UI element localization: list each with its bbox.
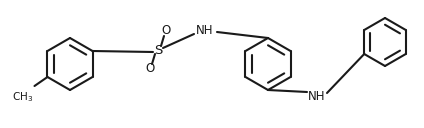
Text: O: O — [162, 24, 170, 38]
Text: NH: NH — [308, 89, 326, 103]
Text: CH$_3$: CH$_3$ — [12, 90, 33, 104]
Text: S: S — [154, 44, 162, 56]
Text: NH: NH — [196, 24, 214, 36]
Text: O: O — [145, 62, 155, 76]
